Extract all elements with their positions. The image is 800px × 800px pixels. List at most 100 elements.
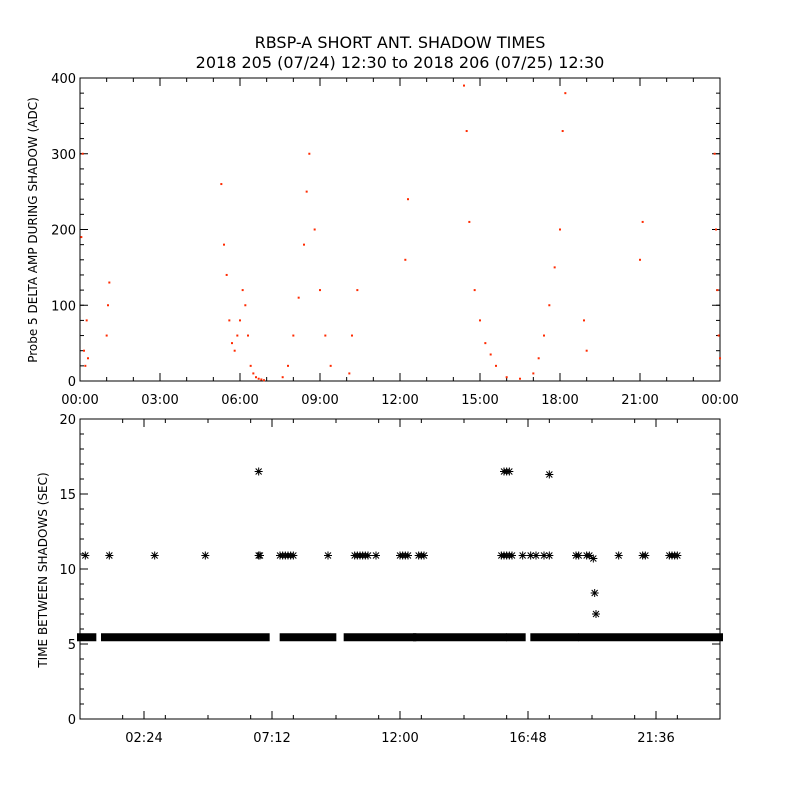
bottom-y-tick-label: 20 — [59, 413, 76, 428]
data-point — [543, 334, 545, 337]
top-y-tick-label: 300 — [51, 148, 76, 163]
data-point — [257, 377, 260, 380]
baseline-point-run — [101, 633, 270, 642]
bottom-x-tick-label: 12:00 — [381, 731, 418, 746]
data-point — [548, 304, 551, 307]
data-point — [372, 551, 380, 560]
data-point — [236, 334, 239, 337]
baseline-point-run — [77, 633, 97, 642]
data-point — [303, 243, 305, 246]
data-point — [233, 349, 236, 352]
top-x-tick-label: 00:00 — [61, 393, 98, 408]
data-point — [532, 372, 535, 375]
top-data-points — [80, 84, 721, 382]
data-point — [495, 364, 497, 367]
bottom-y-ticks: 0 5 10 15 20 — [59, 413, 720, 728]
bottom-x-ticks: 02:24 07:12 12:00 16:48 21:36 — [79, 419, 721, 746]
data-point — [508, 551, 516, 560]
top-x-ticks: 00:00 03:00 06:00 09:00 12:00 15:00 18:00 21:00… — [61, 78, 739, 408]
chart-subtitle: 2018 205 (07/24) 12:30 to 2018 206 (07/2… — [196, 53, 605, 72]
data-point — [108, 281, 111, 284]
data-point — [255, 376, 257, 379]
bottom-x-tick-label: 16:48 — [509, 731, 546, 746]
data-point — [225, 273, 228, 276]
data-point — [641, 220, 644, 223]
data-point — [85, 319, 88, 322]
bottom-plot-frame — [79, 418, 721, 720]
bottom-panel: TIME BETWEEN SHADOWS (SEC) 02:24 07:12 12:… — [36, 413, 723, 746]
data-point — [505, 376, 508, 379]
data-point — [329, 364, 332, 367]
data-point — [505, 467, 514, 476]
data-point — [80, 236, 83, 239]
top-plot-frame — [79, 77, 721, 382]
data-point — [241, 289, 244, 292]
data-point — [247, 334, 249, 337]
data-point — [564, 92, 567, 95]
data-point — [468, 220, 471, 223]
top-x-tick-label: 00:00 — [701, 393, 738, 408]
data-point — [254, 467, 263, 476]
data-point — [463, 84, 465, 87]
chart-title: RBSP-A SHORT ANT. SHADOW TIMES — [255, 33, 546, 52]
top-y-tick-label: 0 — [68, 375, 76, 390]
data-point — [324, 334, 327, 337]
data-point — [553, 266, 556, 269]
data-point — [585, 349, 588, 352]
baseline-point-run — [506, 633, 526, 642]
data-point — [713, 152, 716, 155]
data-point — [592, 610, 600, 618]
bottom-x-tick-label: 07:12 — [253, 731, 290, 746]
baseline-point-run — [530, 633, 579, 642]
bottom-x-tick-label: 02:24 — [125, 731, 162, 746]
data-point — [105, 551, 114, 560]
data-point — [150, 551, 159, 560]
data-point — [348, 372, 351, 375]
data-point — [473, 289, 476, 292]
data-point — [81, 551, 90, 560]
baseline-point-run — [279, 633, 337, 642]
data-point — [641, 551, 650, 560]
bottom-data-points — [81, 467, 682, 618]
data-point — [404, 258, 407, 261]
data-point — [583, 319, 585, 322]
data-point — [308, 152, 311, 155]
data-point — [574, 551, 583, 560]
top-panel: Probe 5 DELTA AMP DURING SHADOW (ADC) 00… — [26, 72, 739, 408]
baseline-point-run — [413, 633, 507, 642]
data-point — [404, 551, 412, 560]
data-point — [223, 243, 225, 246]
data-point — [305, 190, 308, 193]
data-point — [256, 551, 264, 560]
data-point — [356, 289, 359, 292]
data-point — [532, 551, 540, 560]
data-point — [407, 198, 409, 201]
data-point — [351, 334, 353, 337]
data-point — [244, 304, 247, 307]
data-point — [545, 551, 554, 560]
data-point — [484, 342, 487, 345]
data-point — [228, 319, 231, 322]
data-point — [289, 551, 298, 560]
bottom-x-tick-label: 21:36 — [637, 731, 674, 746]
data-point — [537, 357, 540, 360]
top-x-tick-label: 15:00 — [461, 393, 498, 408]
bottom-y-tick-label: 15 — [59, 488, 76, 503]
top-x-tick-label: 06:00 — [221, 393, 258, 408]
data-point — [201, 551, 210, 560]
data-point — [83, 349, 85, 352]
data-point — [589, 554, 598, 563]
bottom-y-axis-label: TIME BETWEEN SHADOWS (SEC) — [36, 472, 50, 668]
data-point — [489, 353, 492, 356]
top-x-tick-label: 21:00 — [621, 393, 658, 408]
data-point — [717, 334, 720, 337]
baseline-point-run — [578, 633, 723, 642]
data-point — [107, 304, 109, 307]
data-point — [479, 319, 481, 322]
data-point — [87, 357, 89, 360]
data-point — [297, 296, 300, 299]
data-point — [715, 228, 717, 231]
data-point — [249, 364, 252, 367]
top-x-tick-label: 12:00 — [381, 393, 418, 408]
